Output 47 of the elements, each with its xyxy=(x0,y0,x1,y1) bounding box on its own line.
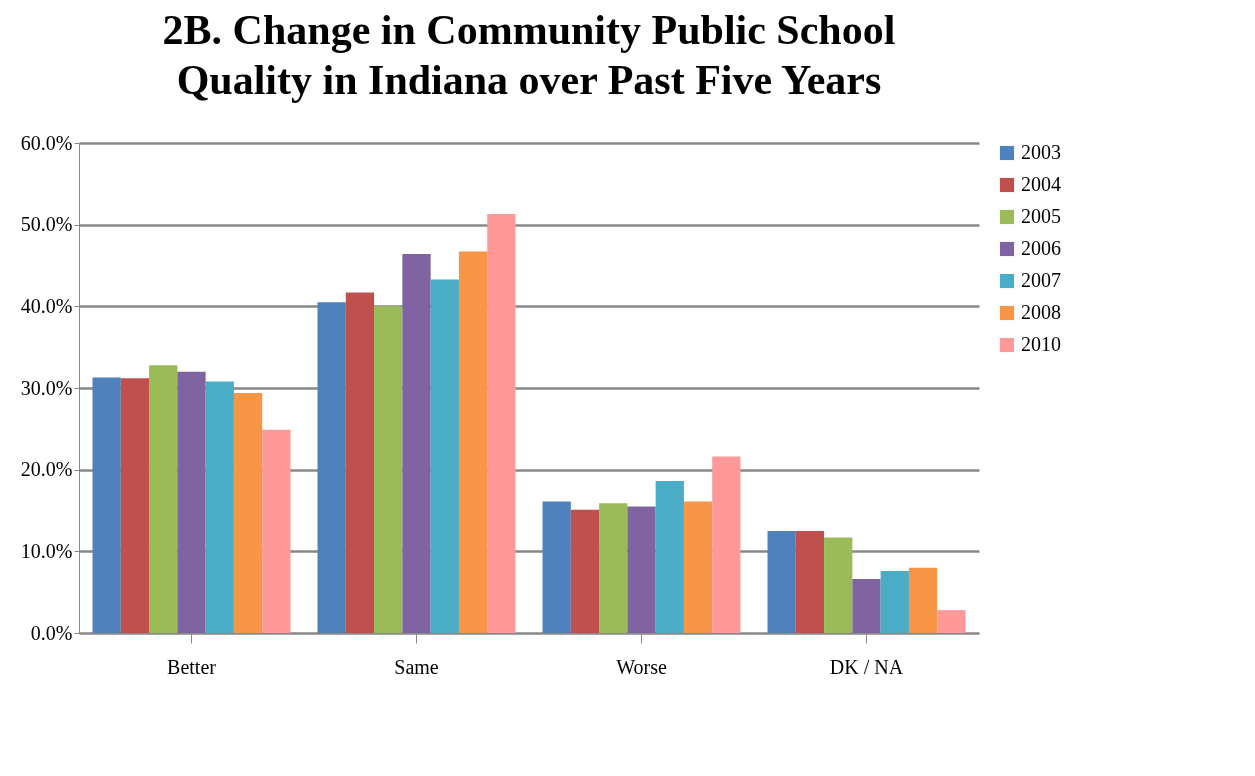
bar xyxy=(712,456,741,633)
y-tick-label: 60.0% xyxy=(20,131,73,154)
bar xyxy=(542,501,571,633)
y-tick-label: 0.0% xyxy=(30,621,73,644)
y-tick-label: 10.0% xyxy=(20,539,73,562)
bar xyxy=(374,306,403,633)
chart-title: 2B. Change in Community Public School Quality in Indiana over Past Five Years xyxy=(162,7,896,103)
x-tick-label: Same xyxy=(394,655,439,678)
bar xyxy=(599,503,628,633)
bar xyxy=(262,429,291,633)
legend-label: 2004 xyxy=(1021,173,1061,195)
bar xyxy=(205,381,234,633)
bar xyxy=(767,530,796,633)
bar xyxy=(683,501,713,633)
bar xyxy=(880,570,909,633)
x-tick-label: DK / NA xyxy=(829,655,904,678)
legend-label: 2007 xyxy=(1021,269,1061,291)
bar xyxy=(317,302,346,633)
bar xyxy=(852,579,881,633)
bar xyxy=(487,214,516,633)
bar xyxy=(430,279,459,633)
bar xyxy=(233,392,263,633)
bar xyxy=(120,378,150,633)
legend-label: 2008 xyxy=(1021,301,1061,323)
bar xyxy=(795,530,825,633)
x-tick-label: Worse xyxy=(616,655,667,678)
bar xyxy=(149,365,178,633)
legend-label: 2010 xyxy=(1021,333,1061,355)
legend-label: 2005 xyxy=(1021,205,1061,227)
bar xyxy=(402,254,431,633)
y-tick-label: 40.0% xyxy=(20,294,73,317)
bar xyxy=(937,610,966,633)
legend-label: 2003 xyxy=(1021,141,1061,163)
bar xyxy=(345,292,375,633)
legend-label: 2006 xyxy=(1021,237,1061,259)
bar xyxy=(627,506,656,633)
y-tick-label: 30.0% xyxy=(20,376,73,399)
bar xyxy=(655,481,684,633)
y-tick-label: 50.0% xyxy=(20,213,73,236)
x-tick-label: Better xyxy=(167,655,217,678)
bar xyxy=(908,567,938,633)
y-tick-label: 20.0% xyxy=(20,458,73,481)
bar xyxy=(824,537,853,633)
bar xyxy=(177,371,206,633)
bar xyxy=(92,377,121,633)
bar xyxy=(570,509,600,633)
bar xyxy=(458,251,488,633)
